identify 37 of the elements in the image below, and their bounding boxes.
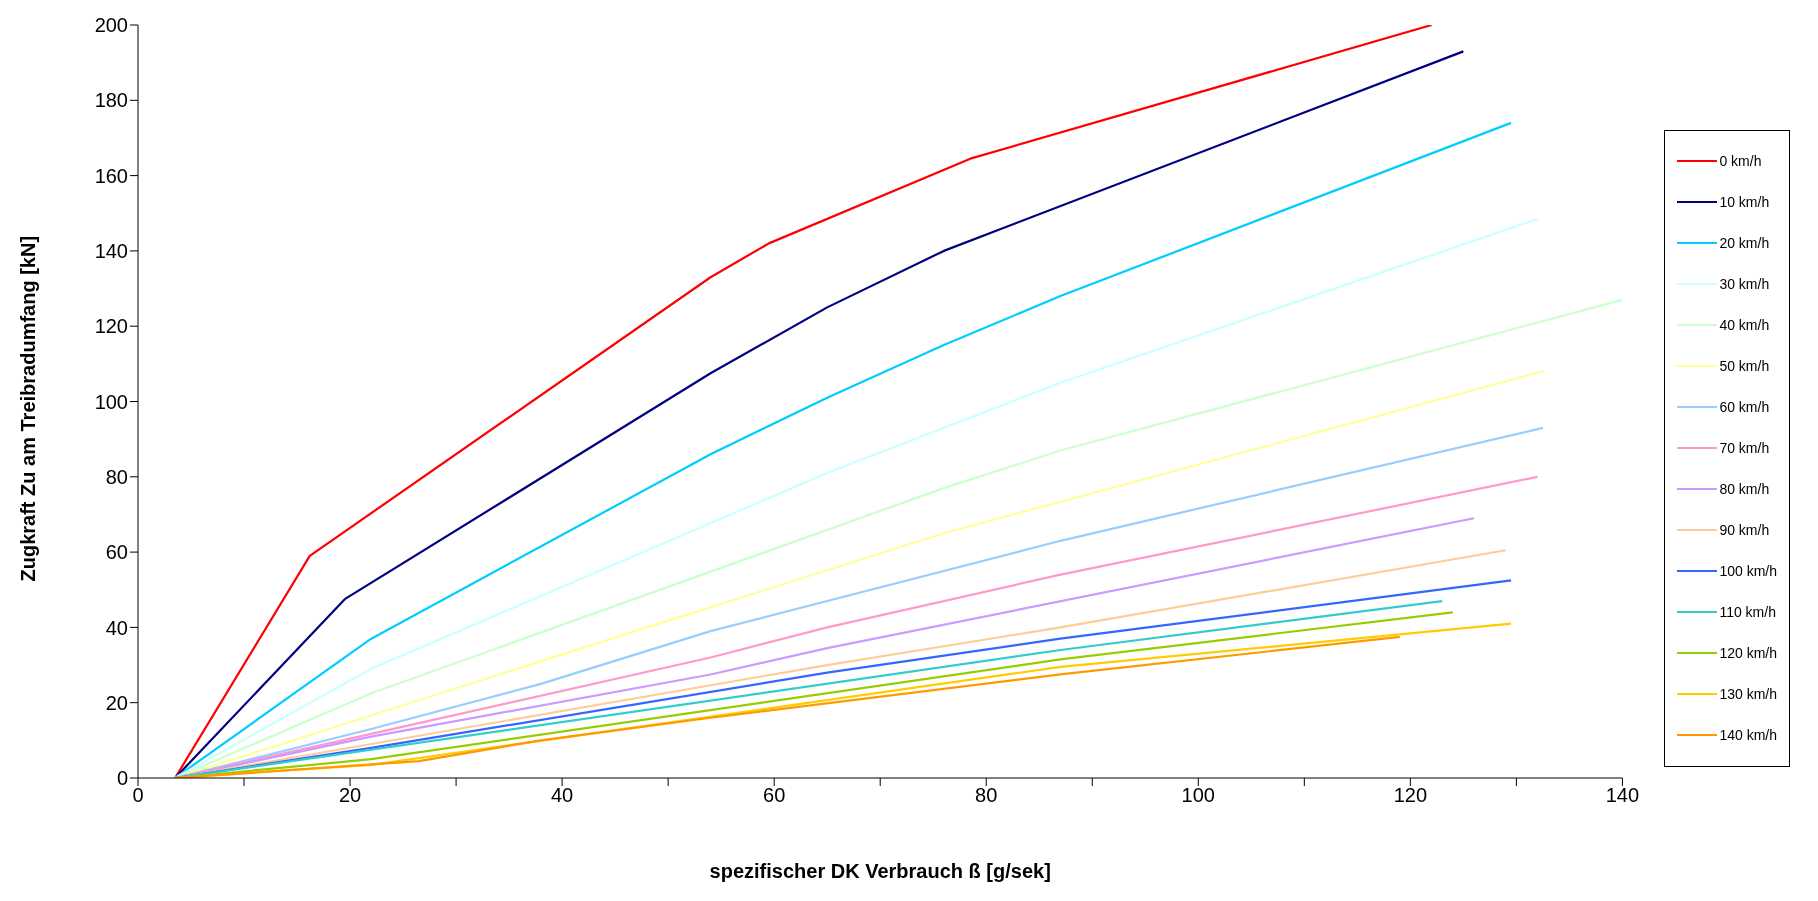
legend-label: 40 km/h bbox=[1719, 317, 1770, 333]
y-tick-label: 40 bbox=[105, 616, 128, 639]
x-tick-label: 120 bbox=[1393, 784, 1428, 807]
legend-label: 60 km/h bbox=[1719, 399, 1770, 415]
legend-label: 110 km/h bbox=[1719, 604, 1776, 620]
x-tick-label: 60 bbox=[763, 784, 786, 807]
y-tick-label: 120 bbox=[94, 315, 128, 338]
y-tick-label: 200 bbox=[94, 14, 128, 37]
x-axis-title: spezifischer DK Verbrauch ß [g/sek] bbox=[709, 860, 1051, 882]
legend-label: 80 km/h bbox=[1719, 481, 1770, 497]
x-tick-label: 0 bbox=[132, 784, 144, 807]
x-tick-label: 140 bbox=[1605, 784, 1640, 807]
y-axis-title: Zugkraft Zu am Treibradumfang [kN] bbox=[17, 235, 40, 582]
y-tick-label: 60 bbox=[105, 541, 128, 564]
legend-label: 130 km/h bbox=[1719, 686, 1777, 702]
y-tick-label: 20 bbox=[105, 691, 128, 714]
legend-label: 50 km/h bbox=[1719, 358, 1770, 374]
y-tick-label: 160 bbox=[94, 164, 128, 187]
legend-label: 20 km/h bbox=[1719, 235, 1770, 251]
y-tick-label: 0 bbox=[116, 767, 128, 790]
line-series bbox=[174, 217, 1539, 778]
legend-label: 30 km/h bbox=[1719, 276, 1770, 292]
y-tick-label: 140 bbox=[94, 240, 128, 262]
legend-label: 120 km/h bbox=[1719, 645, 1777, 661]
legend-label: 100 km/h bbox=[1719, 563, 1777, 579]
y-tick-label: 180 bbox=[94, 89, 128, 112]
x-tick-label: 100 bbox=[1181, 784, 1215, 807]
x-tick-label: 40 bbox=[550, 784, 574, 807]
legend-label: 90 km/h bbox=[1719, 522, 1770, 538]
y-tick-label: 100 bbox=[94, 390, 128, 413]
legend-label: 10 km/h bbox=[1719, 194, 1770, 210]
legend-label: 0 km/h bbox=[1719, 153, 1762, 169]
y-tick-label: 80 bbox=[105, 465, 128, 488]
legend-label: 70 km/h bbox=[1719, 440, 1770, 456]
x-tick-label: 20 bbox=[338, 784, 362, 807]
x-tick-label: 80 bbox=[975, 784, 998, 807]
legend-label: 140 km/h bbox=[1719, 727, 1777, 743]
